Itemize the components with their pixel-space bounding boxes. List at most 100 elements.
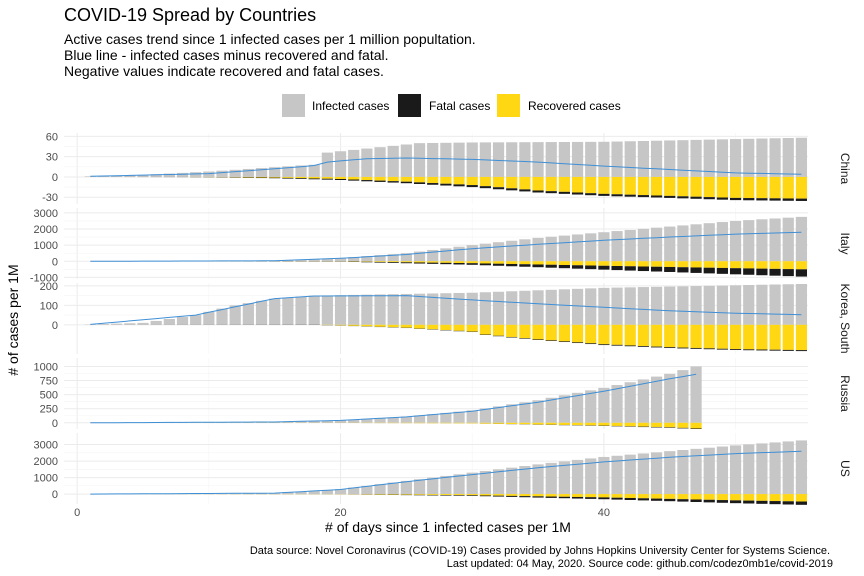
y-tick-label: 3000 — [34, 208, 58, 220]
bar-recovered — [440, 494, 452, 496]
bar-recovered — [769, 494, 781, 502]
legend-key-fatal — [398, 94, 421, 117]
bar-fatal — [545, 496, 557, 498]
x-axis-title: # of days since 1 infected cases per 1M — [325, 519, 571, 535]
bar-recovered — [664, 324, 676, 348]
bar-infected — [690, 366, 702, 423]
bar-infected — [598, 287, 610, 325]
bar-infected — [637, 140, 649, 177]
bar-infected — [453, 246, 465, 262]
bar-infected — [453, 474, 465, 495]
bar-infected — [163, 173, 175, 177]
bar-infected — [387, 294, 399, 325]
bar-recovered — [282, 176, 294, 178]
bar-recovered — [558, 261, 570, 265]
bar-infected — [440, 475, 452, 495]
bar-recovered — [558, 176, 570, 192]
bar-fatal — [400, 262, 412, 264]
bar-infected — [374, 484, 386, 495]
bar-recovered — [427, 324, 439, 330]
bar-infected — [308, 490, 320, 495]
bar-infected — [492, 469, 505, 495]
bar-recovered — [479, 494, 491, 496]
bar-infected — [506, 291, 518, 325]
bar-fatal — [269, 177, 281, 179]
bar-infected — [216, 308, 228, 325]
bar-recovered — [466, 324, 478, 332]
chart-legend: Infected cases Fatal cases Recovered cas… — [282, 94, 621, 117]
bar-infected — [255, 300, 268, 325]
bar-infected — [650, 286, 663, 325]
bar-recovered — [795, 324, 808, 351]
bar-infected — [334, 489, 347, 495]
panel-us: 0 1000 2000 3000 US — [34, 433, 852, 505]
y-tick-label: 0 — [52, 418, 58, 430]
bar-fatal — [532, 190, 544, 193]
bar-infected — [308, 259, 320, 262]
bar-fatal — [374, 180, 386, 182]
bar-recovered — [756, 324, 768, 350]
bar-fatal — [361, 180, 373, 182]
bar-recovered — [440, 324, 452, 331]
bar-infected — [650, 376, 663, 423]
bar-infected — [400, 253, 412, 262]
bar-fatal — [782, 349, 794, 351]
bar-infected — [756, 443, 768, 495]
bar-infected — [664, 451, 676, 495]
bar-fatal — [453, 263, 465, 265]
bar-infected — [782, 217, 794, 262]
bar-fatal — [677, 499, 689, 502]
bar-fatal — [598, 193, 610, 196]
bar-recovered — [716, 261, 729, 268]
bar-fatal — [571, 342, 584, 344]
bar-fatal — [506, 495, 518, 497]
bar-infected — [611, 231, 623, 262]
bar-fatal — [782, 198, 794, 201]
bar-infected — [690, 224, 702, 262]
chart-title: COVID-19 Spread by Countries — [64, 5, 316, 25]
bar-fatal — [795, 501, 808, 505]
bar-recovered — [413, 324, 426, 329]
bar-infected — [387, 254, 399, 262]
bar-infected — [348, 149, 360, 177]
bar-infected — [137, 322, 149, 325]
bar-fatal — [743, 198, 755, 201]
bar-infected — [650, 452, 663, 495]
bar-fatal — [440, 183, 452, 186]
bar-fatal — [506, 336, 518, 338]
bar-infected — [729, 285, 742, 325]
bar-recovered — [532, 176, 544, 191]
bar-recovered — [453, 324, 465, 331]
bar-infected — [650, 227, 663, 262]
bar-infected — [769, 442, 781, 495]
bar-infected — [308, 420, 320, 423]
y-tick-label: 500 — [40, 390, 58, 402]
bar-fatal — [637, 266, 649, 272]
bar-infected — [624, 141, 636, 177]
bar-infected — [716, 139, 729, 177]
bar-fatal — [756, 198, 768, 201]
bar-fatal — [585, 265, 597, 270]
bar-infected — [387, 482, 399, 495]
bar-infected — [124, 175, 136, 177]
bar-infected — [150, 320, 162, 325]
bar-infected — [321, 420, 333, 423]
bar-recovered — [690, 422, 702, 429]
caption-line-1: Data source: Novel Coronavirus (COVID-19… — [250, 545, 830, 557]
bar-recovered — [255, 176, 268, 178]
bar-infected — [282, 421, 294, 423]
bar-recovered — [519, 494, 531, 497]
bar-infected — [532, 290, 544, 325]
bar-fatal — [716, 267, 729, 274]
chart-subtitle-3: Negative values indicate recovered and f… — [64, 63, 384, 79]
bar-infected — [677, 370, 689, 423]
legend-label-recovered: Recovered cases — [528, 99, 621, 113]
bar-infected — [374, 255, 386, 262]
bar-infected — [585, 141, 597, 177]
bar-recovered — [716, 494, 729, 501]
bar-fatal — [637, 346, 649, 347]
bar-recovered — [400, 494, 412, 495]
bar-infected — [624, 382, 636, 423]
bar-recovered — [611, 261, 623, 267]
bar-infected — [611, 385, 623, 423]
